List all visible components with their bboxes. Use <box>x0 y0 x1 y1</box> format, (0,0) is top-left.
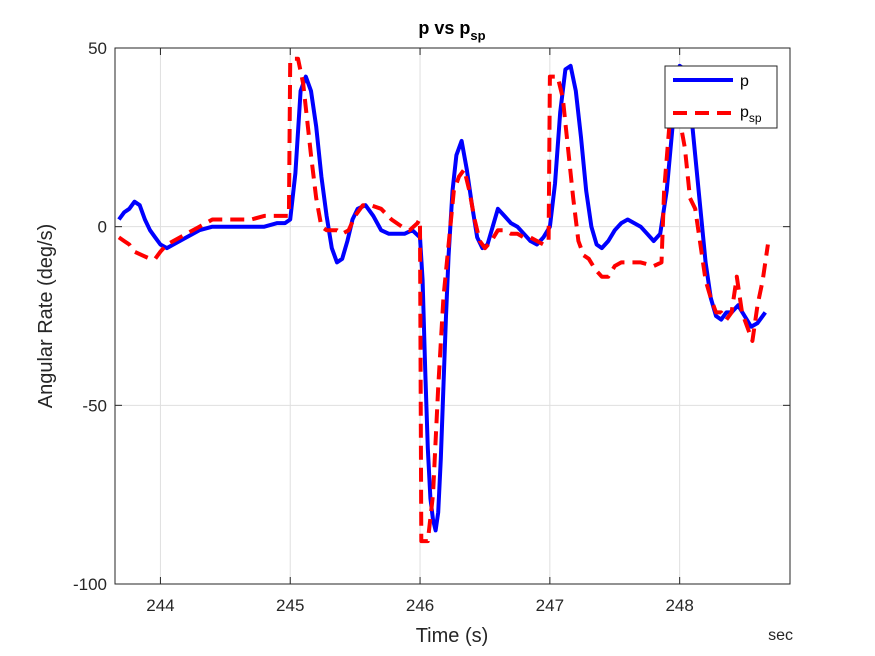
legend-label-psp-main: p <box>740 104 749 121</box>
chart-title-subscript: sp <box>470 28 485 43</box>
chart-title-main: p vs p <box>418 18 470 38</box>
y-axis-label: Angular Rate (deg/s) <box>35 224 57 409</box>
legend-label-p-main: p <box>740 73 749 90</box>
legend: p psp <box>664 65 778 129</box>
legend-box <box>664 65 778 129</box>
y-tick-label: -100 <box>73 575 107 594</box>
legend-label-p: p <box>740 73 749 90</box>
plot-area <box>115 48 790 584</box>
y-tick-label: 0 <box>98 218 107 237</box>
ticks <box>115 47 790 585</box>
chart-title: p vs psp <box>418 18 485 43</box>
y-tick-labels: -100 -50 0 50 <box>73 39 107 594</box>
x-tick-labels: 244 245 246 247 248 <box>146 596 694 615</box>
x-tick-label: 245 <box>276 596 304 615</box>
x-tick-label: 248 <box>665 596 693 615</box>
x-axis-label: Time (s) <box>416 625 489 647</box>
legend-label-psp: psp <box>740 104 762 125</box>
y-tick-label: 50 <box>88 39 107 58</box>
x-tick-label: 246 <box>406 596 434 615</box>
x-tick-label: 247 <box>536 596 564 615</box>
plot-frame <box>114 47 791 585</box>
y-tick-label: -50 <box>82 396 107 415</box>
x-tick-label: 244 <box>146 596 174 615</box>
legend-label-psp-subscript: sp <box>749 111 762 125</box>
x-unit-label: sec <box>768 627 793 644</box>
